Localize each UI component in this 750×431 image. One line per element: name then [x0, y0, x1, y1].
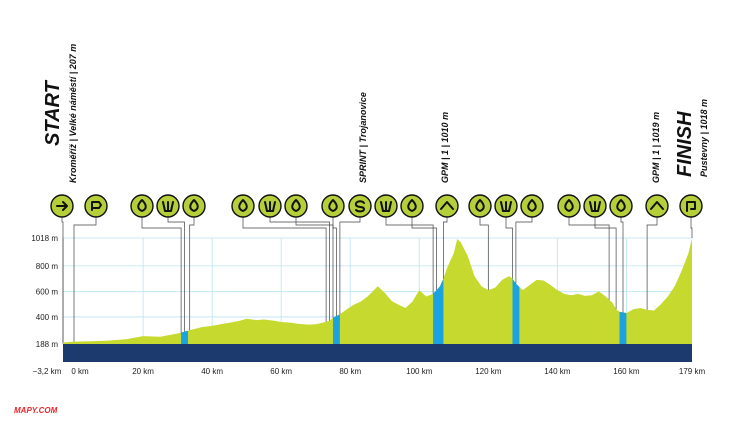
arrow-right-icon [50, 194, 74, 218]
climb-segment-2 [433, 278, 444, 344]
finish-location: Pustevny | 1018 m [699, 99, 709, 177]
y-tick-label-2: 600 m [36, 287, 59, 296]
leader-line-13 [479, 217, 489, 291]
sprint-icon [348, 194, 372, 218]
base-band [63, 344, 692, 362]
water-icon [583, 194, 607, 218]
annotation-label-2: GPM | 1 | 1019 m [651, 112, 661, 183]
route-markers [50, 194, 703, 218]
feed-drop-icon [557, 194, 581, 218]
leader-line-19 [646, 217, 658, 310]
water-icon [374, 194, 398, 218]
x-axis-labels: −3,2 km 0 km 20 km 40 km 60 km 80 km 100 km 120… [33, 367, 706, 376]
climb-segment-1 [332, 314, 340, 344]
x-tick-label-10: 179 km [679, 367, 706, 376]
leader-line-6 [269, 217, 330, 321]
leader-line-20 [690, 217, 693, 238]
x-tick-label-5: 80 km [339, 367, 361, 376]
leader-line-12 [443, 217, 448, 279]
feed-drop-icon [321, 194, 345, 218]
leader-line-8 [332, 217, 337, 316]
start-title: START [42, 79, 64, 146]
feed-drop-icon [609, 194, 633, 218]
x-tick-label-8: 140 km [544, 367, 571, 376]
x-tick-label-3: 40 km [201, 367, 223, 376]
leader-line-2 [141, 217, 182, 333]
terrain-area [63, 238, 692, 362]
annotation-label-0: SPRINT | Trojanovice [358, 92, 368, 183]
annotations: SPRINT | Trojanovice GPM | 1 | 1010 m GPM … [358, 92, 661, 183]
y-axis-labels: 188 m 400 m 600 m 800 m 1018 m [31, 234, 58, 349]
climb-icon [435, 194, 459, 218]
y-tick-label-0: 188 m [36, 340, 59, 349]
feed-drop-icon [400, 194, 424, 218]
finish-icon [679, 194, 703, 218]
leader-line-14 [505, 217, 513, 279]
climb-segment-3 [512, 278, 520, 344]
leader-line-9 [339, 217, 361, 315]
start-flag-icon [84, 194, 108, 218]
feed-drop-icon [130, 194, 154, 218]
mapy-logo: MAPY.COM [14, 406, 58, 415]
finish-title: FINISH [674, 111, 696, 177]
climb-segment-0 [181, 330, 188, 344]
y-tick-label-4: 1018 m [31, 234, 58, 243]
leader-line-1 [73, 217, 97, 342]
x-tick-label-1: 0 km [71, 367, 89, 376]
feed-drop-icon [182, 194, 206, 218]
x-tick-label-4: 60 km [270, 367, 292, 376]
climb-segments [181, 278, 627, 344]
leader-line-0 [61, 217, 64, 343]
leader-line-3 [167, 217, 185, 332]
annotation-label-1: GPM | 1 | 1010 m [440, 112, 450, 183]
feed-drop-icon [468, 194, 492, 218]
leader-line-18 [620, 217, 624, 313]
y-tick-label-1: 400 m [36, 313, 59, 322]
leader-line-16 [568, 217, 610, 300]
x-tick-label-6: 100 km [406, 367, 433, 376]
y-tick-label-3: 800 m [36, 262, 59, 271]
feed-drop-icon [284, 194, 308, 218]
leader-line-11 [411, 217, 437, 291]
leader-line-7 [295, 217, 334, 318]
leader-line-17 [594, 217, 617, 310]
water-icon [156, 194, 180, 218]
start-location: Kroměříž | Velké náměstí | 207 m [68, 44, 78, 183]
x-tick-label-7: 120 km [475, 367, 502, 376]
route-text-labels: START Kroměříž | Velké náměstí | 207 m F… [42, 44, 709, 183]
climb-segment-4 [619, 311, 627, 344]
leader-line-5 [242, 217, 327, 322]
leader-line-15 [515, 217, 533, 284]
climb-icon [645, 194, 669, 218]
water-icon [258, 194, 282, 218]
marker-leader-lines [61, 217, 693, 343]
x-tick-label-0: −3,2 km [33, 367, 62, 376]
x-tick-label-2: 20 km [132, 367, 154, 376]
x-tick-label-9: 160 km [613, 367, 640, 376]
water-icon [494, 194, 518, 218]
terrain-fill [63, 238, 692, 344]
feed-drop-icon [520, 194, 544, 218]
leader-line-10 [385, 217, 434, 294]
feed-drop-icon [231, 194, 255, 218]
leader-line-4 [189, 217, 195, 331]
